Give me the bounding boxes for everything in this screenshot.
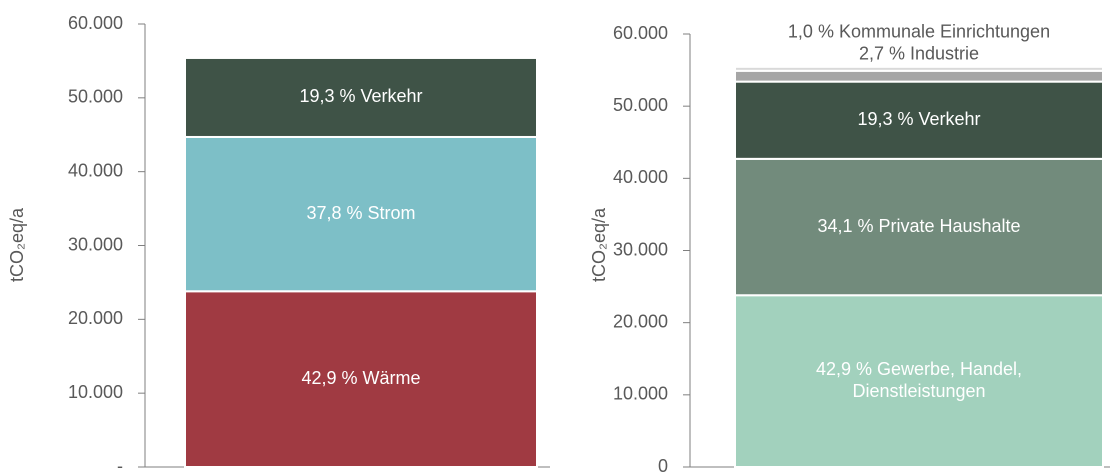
bar-segment bbox=[734, 294, 1104, 469]
bar-segment bbox=[734, 69, 1104, 83]
y-tick-label: 10.000 bbox=[613, 384, 668, 404]
y-axis-label: tCO₂eq/a bbox=[7, 207, 27, 282]
y-tick-label: 50.000 bbox=[68, 87, 123, 107]
bar-segment bbox=[184, 290, 538, 468]
bar-segment bbox=[184, 56, 538, 138]
y-tick-label: 60.000 bbox=[68, 13, 123, 33]
y-tick-label: - bbox=[117, 456, 123, 473]
y-tick-label: 10.000 bbox=[68, 382, 123, 402]
segment-label: 42,9 % Wärme bbox=[301, 368, 420, 388]
segment-label: 42,9 % Gewerbe, Handel, Dienstleistungen bbox=[816, 359, 1022, 401]
y-tick-label: 30.000 bbox=[613, 239, 668, 259]
y-tick-label: 40.000 bbox=[68, 160, 123, 180]
segment-label: 19,3 % Verkehr bbox=[857, 109, 980, 129]
y-tick-label: 20.000 bbox=[68, 308, 123, 328]
y-tick-label: 20.000 bbox=[613, 311, 668, 331]
y-tick-label: 50.000 bbox=[613, 95, 668, 115]
bar-segment bbox=[734, 65, 1104, 72]
bar-segment bbox=[184, 135, 538, 293]
segment-label: 2,7 % Industrie bbox=[859, 44, 979, 64]
segment-label: 1,0 % Kommunale Einrichtungen bbox=[788, 22, 1050, 42]
y-tick-label: 60.000 bbox=[613, 23, 668, 43]
segment-label: 37,8 % Strom bbox=[306, 203, 415, 223]
y-tick-label: 30.000 bbox=[68, 234, 123, 254]
y-axis-label: tCO₂eq/a bbox=[589, 207, 609, 282]
bar-segment bbox=[734, 157, 1104, 297]
y-tick-label: 0 bbox=[658, 456, 668, 473]
segment-label: 34,1 % Private Haushalte bbox=[817, 216, 1020, 236]
segment-label: 19,3 % Verkehr bbox=[299, 86, 422, 106]
y-tick-label: 40.000 bbox=[613, 167, 668, 187]
